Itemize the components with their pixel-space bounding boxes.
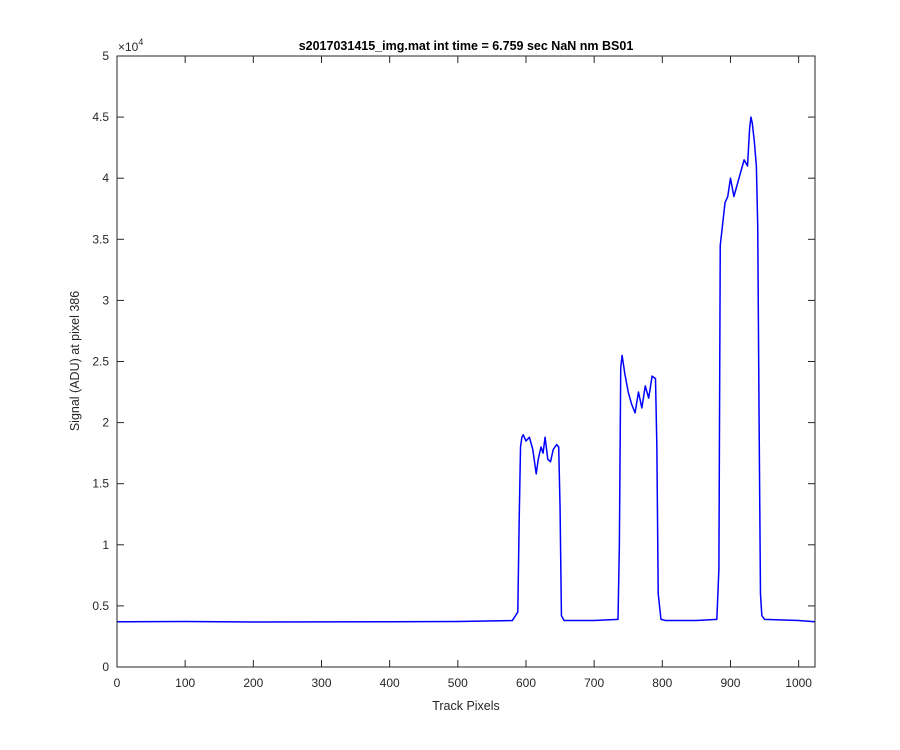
y-tick-label: 2.5	[92, 355, 109, 369]
y-tick-label: 4	[102, 171, 109, 185]
axes-box	[116, 55, 816, 668]
x-tick-label: 600	[516, 676, 536, 690]
x-axis-title: Track Pixels	[432, 699, 500, 713]
y-axis-title: Signal (ADU) at pixel 386	[68, 291, 82, 431]
x-tick-label: 1000	[785, 676, 812, 690]
x-tick-label: 400	[380, 676, 400, 690]
y-tick-label: 1.5	[92, 477, 109, 491]
y-tick-label: 0.5	[92, 599, 109, 613]
y-tick-label: 4.5	[92, 110, 109, 124]
x-tick-label: 800	[652, 676, 672, 690]
x-tick-label: 100	[175, 676, 195, 690]
y-tick-label: 5	[102, 49, 109, 63]
x-tick-label: 500	[448, 676, 468, 690]
y-tick-label: 3.5	[92, 232, 109, 246]
x-tick-label: 900	[720, 676, 740, 690]
signal-series-line	[116, 116, 816, 623]
y-tick-label: 0	[102, 660, 109, 674]
chart-title: s2017031415_img.mat int time = 6.759 sec…	[299, 39, 634, 53]
ticks-layer: 0 100 200 300 400 500 600 700 800 900 1000 0 0.5 1 1.5…	[92, 49, 815, 690]
data-layer	[116, 116, 816, 623]
x-tick-label: 0	[114, 676, 121, 690]
y-tick-label: 2	[102, 416, 109, 430]
x-tick-label: 200	[243, 676, 263, 690]
y-axis-exponent-power: 4	[138, 37, 143, 47]
y-axis-exponent: ×104	[118, 37, 143, 54]
y-tick-label: 1	[102, 538, 109, 552]
x-tick-label: 700	[584, 676, 604, 690]
x-tick-label: 300	[311, 676, 331, 690]
y-axis-exponent-base: ×10	[118, 40, 139, 54]
plot-area	[117, 56, 815, 667]
y-tick-label: 3	[102, 293, 109, 307]
